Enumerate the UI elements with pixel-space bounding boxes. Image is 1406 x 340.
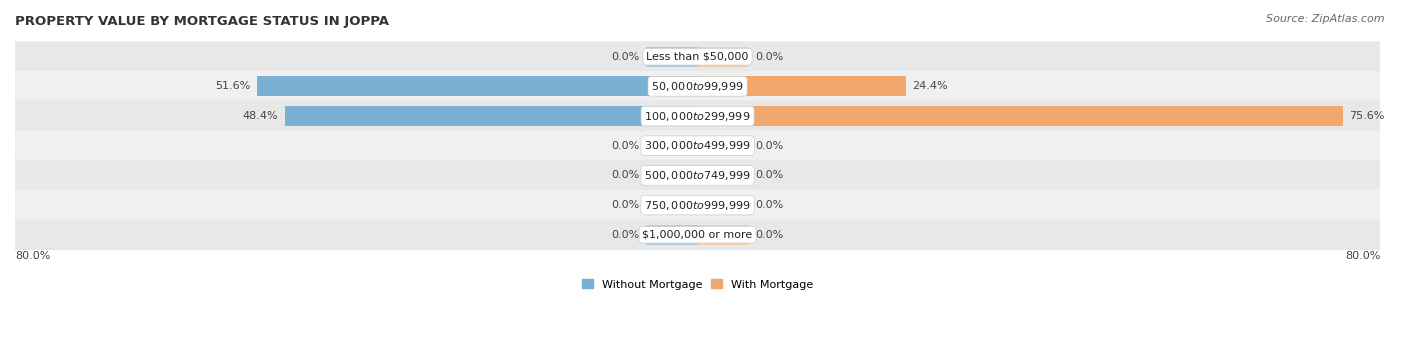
- FancyBboxPatch shape: [14, 71, 1381, 102]
- Text: 0.0%: 0.0%: [755, 170, 783, 181]
- Text: $500,000 to $749,999: $500,000 to $749,999: [644, 169, 751, 182]
- Text: 0.0%: 0.0%: [755, 52, 783, 62]
- Text: Less than $50,000: Less than $50,000: [647, 52, 749, 62]
- Bar: [257, 76, 697, 97]
- Text: 80.0%: 80.0%: [15, 251, 51, 261]
- Text: $1,000,000 or more: $1,000,000 or more: [643, 230, 752, 240]
- Bar: [647, 165, 697, 186]
- Text: 0.0%: 0.0%: [612, 200, 640, 210]
- Text: 80.0%: 80.0%: [1344, 251, 1381, 261]
- Text: $300,000 to $499,999: $300,000 to $499,999: [644, 139, 751, 152]
- Text: PROPERTY VALUE BY MORTGAGE STATUS IN JOPPA: PROPERTY VALUE BY MORTGAGE STATUS IN JOP…: [15, 15, 389, 28]
- Text: 24.4%: 24.4%: [912, 81, 948, 91]
- Text: 51.6%: 51.6%: [215, 81, 250, 91]
- Text: Source: ZipAtlas.com: Source: ZipAtlas.com: [1267, 14, 1385, 23]
- Bar: [697, 136, 749, 156]
- Bar: [697, 47, 749, 67]
- Bar: [284, 106, 697, 126]
- FancyBboxPatch shape: [14, 130, 1381, 161]
- Text: 75.6%: 75.6%: [1350, 111, 1385, 121]
- Bar: [697, 106, 1343, 126]
- Bar: [697, 225, 749, 245]
- FancyBboxPatch shape: [14, 160, 1381, 191]
- Bar: [647, 195, 697, 215]
- FancyBboxPatch shape: [14, 219, 1381, 250]
- Text: $100,000 to $299,999: $100,000 to $299,999: [644, 109, 751, 122]
- Bar: [697, 165, 749, 186]
- Text: $750,000 to $999,999: $750,000 to $999,999: [644, 199, 751, 211]
- Bar: [697, 195, 749, 215]
- Text: $50,000 to $99,999: $50,000 to $99,999: [651, 80, 744, 93]
- Text: 0.0%: 0.0%: [612, 141, 640, 151]
- FancyBboxPatch shape: [14, 190, 1381, 221]
- Text: 0.0%: 0.0%: [612, 52, 640, 62]
- Text: 48.4%: 48.4%: [242, 111, 278, 121]
- Bar: [647, 136, 697, 156]
- Text: 0.0%: 0.0%: [755, 230, 783, 240]
- FancyBboxPatch shape: [14, 101, 1381, 132]
- Text: 0.0%: 0.0%: [612, 230, 640, 240]
- Bar: [647, 225, 697, 245]
- Text: 0.0%: 0.0%: [755, 200, 783, 210]
- FancyBboxPatch shape: [14, 41, 1381, 72]
- Legend: Without Mortgage, With Mortgage: Without Mortgage, With Mortgage: [578, 275, 818, 294]
- Text: 0.0%: 0.0%: [612, 170, 640, 181]
- Text: 0.0%: 0.0%: [755, 141, 783, 151]
- Bar: [647, 47, 697, 67]
- Bar: [697, 76, 905, 97]
